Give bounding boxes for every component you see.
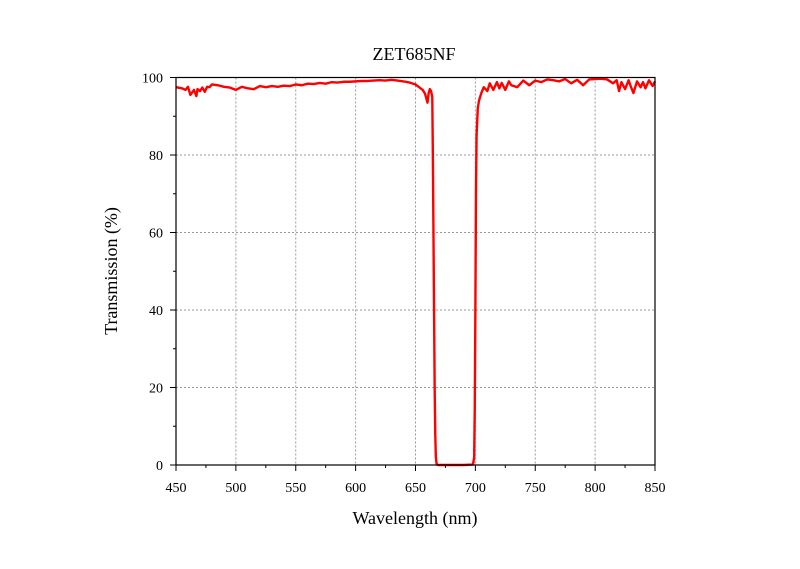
plot-area (175, 77, 657, 467)
x-axis-title: Wavelength (nm) (352, 508, 477, 529)
grid-lines (176, 77, 655, 465)
y-tick-label: 0 (156, 459, 163, 474)
x-tick-label: 850 (645, 481, 666, 496)
x-axis: 450 500 550 600 650 700 750 800 850 (166, 465, 666, 496)
y-tick-label: 60 (149, 227, 163, 242)
x-tick-label: 700 (465, 481, 486, 496)
x-tick-label: 500 (225, 481, 246, 496)
x-tick-label: 600 (345, 481, 366, 496)
y-tick-label: 100 (142, 72, 163, 87)
y-axis-title: Transmission (%) (101, 207, 122, 335)
x-tick-label: 550 (285, 481, 306, 496)
x-tick-label: 800 (585, 481, 606, 496)
y-tick-label: 40 (149, 304, 163, 319)
y-axis: 0 20 40 60 80 100 (142, 72, 176, 474)
x-tick-label: 450 (166, 481, 187, 496)
x-tick-label: 650 (405, 481, 426, 496)
chart-title: ZET685NF (373, 44, 456, 64)
y-tick-label: 80 (149, 149, 163, 164)
y-tick-label: 20 (149, 382, 163, 397)
transmission-series-line (175, 77, 657, 467)
x-tick-label: 750 (525, 481, 546, 496)
